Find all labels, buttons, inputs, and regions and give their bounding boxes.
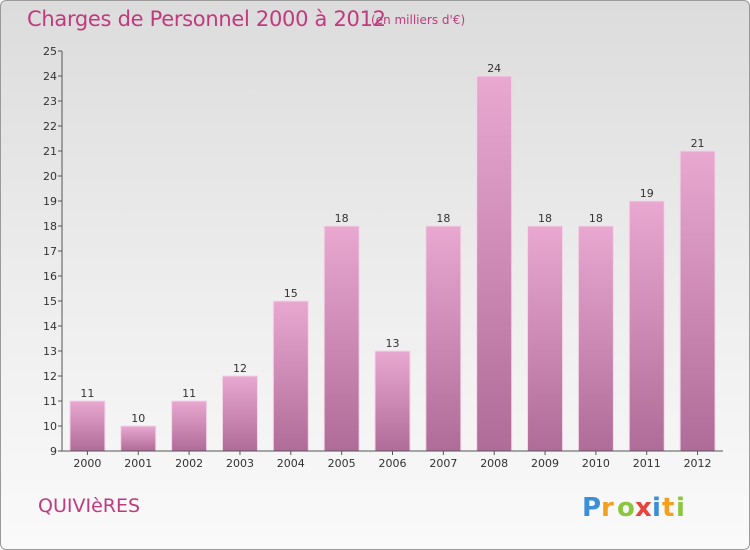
y-tick-label: 16 [43,270,57,283]
logo-i1: i [652,493,661,523]
x-tick-label-2012: 2012 [684,457,712,470]
bar-2002 [171,400,208,452]
value-label-2001: 10 [131,412,145,425]
y-tick-label: 9 [50,445,57,458]
bar-2010 [577,225,614,452]
value-label-2007: 18 [436,212,450,225]
bar-2001 [120,425,157,452]
bar-2006 [374,350,411,452]
value-label-2008: 24 [487,62,501,75]
value-label-2006: 13 [386,337,400,350]
bar-2003 [221,375,258,452]
bar-2004 [272,300,309,452]
x-tick-label-2000: 2000 [73,457,101,470]
x-tick-label-2006: 2006 [379,457,407,470]
y-tick-label: 17 [43,245,57,258]
y-tick-label: 18 [43,220,57,233]
x-tick-label-2009: 2009 [531,457,559,470]
y-tick-label: 23 [43,95,57,108]
x-tick-label-2002: 2002 [175,457,203,470]
value-label-2004: 15 [284,287,298,300]
x-tick-label-2011: 2011 [633,457,661,470]
value-label-2003: 12 [233,362,247,375]
logo-p: P [582,493,601,523]
logo-o: o [617,493,635,523]
logo-t: t [662,493,674,523]
chart-subtitle: (en milliers d'€) [371,13,466,27]
logo-x: x [635,493,652,523]
bar-2005 [323,225,360,452]
value-label-2009: 18 [538,212,552,225]
y-axis: 9 10 11 12 13 14 15 16 17 18 19 20 21 22 23 24 25 [43,45,63,458]
y-tick-label: 19 [43,195,57,208]
y-tick-label: 11 [43,395,57,408]
x-tick-label-2003: 2003 [226,457,254,470]
x-tick-label-2008: 2008 [480,457,508,470]
bar-2007 [425,225,462,452]
y-tick-label: 10 [43,420,57,433]
value-label-2000: 11 [80,387,94,400]
y-tick-label: 21 [43,145,57,158]
x-tick-label-2004: 2004 [277,457,305,470]
y-tick-label: 12 [43,370,57,383]
value-label-2012: 21 [691,137,705,150]
chart-title: Charges de Personnel 2000 à 2012 [27,7,386,31]
x-tick-label-2010: 2010 [582,457,610,470]
x-tick-label-2001: 2001 [124,457,152,470]
y-tick-label: 24 [43,70,57,83]
bar-2012 [679,150,716,452]
x-tick-label-2005: 2005 [328,457,356,470]
value-label-2005: 18 [335,212,349,225]
proxiti-logo: P r o x i t i [582,493,685,523]
y-tick-label: 20 [43,170,57,183]
value-label-2011: 19 [640,187,654,200]
y-tick-label: 13 [43,345,57,358]
x-axis: 2000 2001 2002 2003 2004 2005 2006 2007 2008 2009… [62,450,723,470]
value-label-2010: 18 [589,212,603,225]
y-tick-label: 25 [43,45,57,58]
bar-2009 [527,225,564,452]
commune-name: QUIVIèRES [38,495,141,517]
bar-2011 [628,200,665,452]
bars-group: 11 10 11 12 15 18 13 18 24 18 18 19 21 [69,62,716,452]
logo-i2: i [676,493,685,523]
bar-2008 [476,75,513,452]
bar-2000 [69,400,106,452]
logo-r: r [601,493,614,523]
value-label-2002: 11 [182,387,196,400]
y-tick-label: 22 [43,120,57,133]
y-tick-label: 15 [43,295,57,308]
y-tick-label: 14 [43,320,57,333]
x-tick-label-2007: 2007 [429,457,457,470]
